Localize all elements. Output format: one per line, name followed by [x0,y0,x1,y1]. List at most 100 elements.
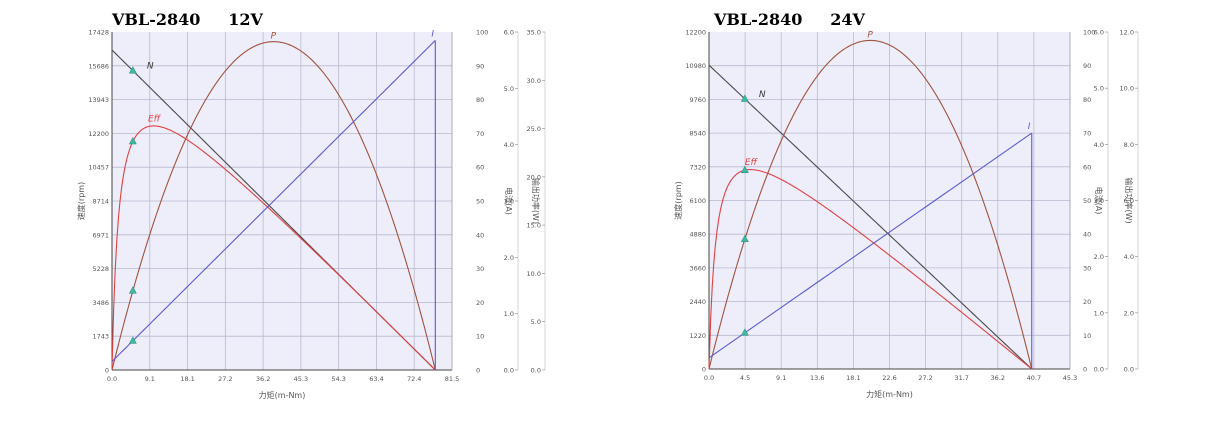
y-axis-title: 速度(rpm) [673,181,683,219]
x-tick-label: 13.6 [810,374,824,382]
secondary-axis-title: 电流(A) [1094,187,1104,215]
x-tick-label: 72.4 [407,375,421,383]
right-tick-label: 80 [476,96,484,104]
x-tick-label: 27.2 [918,374,932,382]
chart-title: VBL-2840 12V [112,10,263,29]
series-Eff-line [708,169,1033,370]
secondary-tick-label: 2.0 [1094,253,1104,261]
chart-title: VBL-2840 24V [714,10,865,29]
right-tick-label: 0 [476,367,480,375]
x-tick-label: 4.5 [740,374,750,382]
y-tick-label: 0 [702,366,706,374]
secondary-tick-label: 2.0 [1124,309,1134,317]
y-tick-label: 4880 [689,231,706,239]
series-Eff-label: Eff [745,158,759,168]
secondary-tick-label: 1.0 [1094,309,1104,317]
y-tick-label: 6971 [92,231,109,239]
y-tick-label: 2440 [689,298,706,306]
x-tick-label: 36.2 [256,375,270,383]
secondary-tick-label: 35.0 [527,29,541,37]
chart-panel-12v: VBL-2840 12V 0.0 9.1 18.1 27.2 36.2 45.3 54.3 6… [76,10,546,400]
right-tick-label: 100 [1083,29,1095,37]
secondary-tick-label: 0.0 [531,367,541,375]
right-tick-label: 40 [1083,231,1091,239]
y-axis-title: 速度(rpm) [76,182,86,220]
series-N-line [708,64,1033,370]
y-tick-label: 10980 [685,62,706,70]
right-tick-label: 90 [476,62,484,70]
secondary-tick-label: 5.0 [1094,85,1104,93]
right-tick-label: 100 [476,29,488,37]
y-tick-label: 1743 [92,333,109,341]
secondary-tick-label: 2.0 [504,254,514,262]
series-I-line [708,132,1033,359]
secondary-tick-label: 4.0 [504,141,514,149]
secondary-tick-label: 4.0 [1124,253,1134,261]
right-tick-label: 70 [1083,130,1091,138]
x-tick-label: 22.6 [882,374,896,382]
secondary-tick-label: 8.0 [1124,141,1134,149]
secondary-tick-label: 3.0 [504,198,514,206]
y-tick-label: 7320 [689,163,706,171]
right-tick-label: 50 [476,198,484,206]
marker-N [128,66,137,74]
secondary-tick-label: 0.0 [1124,366,1134,374]
series-P-label: P [867,30,873,40]
x-tick-label: 45.3 [1063,374,1077,382]
series-P-line [111,41,436,371]
secondary-axis-title: 输出功率(W) [1124,177,1134,223]
right-tick-label: 30 [476,265,484,273]
right-tick-label: 0 [1083,366,1087,374]
series-Eff-line [111,125,436,371]
x-tick-label: 54.3 [331,375,345,383]
right-tick-label: 10 [1083,332,1091,340]
secondary-tick-label: 10.0 [1120,85,1134,93]
x-tick-label: 31.7 [954,374,968,382]
x-tick-label: 9.1 [776,374,786,382]
x-tick-label: 81.5 [445,375,459,383]
secondary-tick-label: 15.0 [527,222,541,230]
right-tick-label: 90 [1083,62,1091,70]
y-tick-label: 12200 [685,29,706,37]
right-tick-label: 20 [1083,298,1091,306]
secondary-tick-label: 0.0 [504,367,514,375]
series-Eff-label: Eff [148,115,162,125]
series-N-label: N [759,90,766,100]
y-tick-label: 0 [105,367,109,375]
secondary-tick-label: 3.0 [1094,197,1104,205]
x-tick-label: 45.3 [294,375,308,383]
marker-P [128,286,137,294]
y-tick-label: 5228 [92,265,109,273]
right-tick-label: 60 [476,164,484,172]
chart-24v-svg: 0.0 4.5 9.1 13.6 18.1 22.6 27.2 31.7 36.2 40.7 45.… [673,29,1139,399]
marker-Eff [740,165,749,174]
y-tick-label: 13943 [88,96,109,104]
marker-I [740,328,749,336]
y-tick-label: 8540 [689,130,706,138]
secondary-tick-label: 12.0 [1120,29,1134,37]
right-tick-label: 80 [1083,96,1091,104]
secondary-tick-label: 6.0 [1094,29,1104,37]
series-P-label: P [271,32,277,42]
secondary-tick-label: 6.0 [1124,197,1134,205]
y-tick-label: 6100 [689,197,706,205]
secondary-axis-title: 电流(A) [504,187,514,215]
y-tick-label: 1220 [689,332,706,340]
secondary-tick-label: 20.0 [527,173,541,181]
y-tick-label: 9760 [689,96,706,104]
y-tick-label: 17428 [88,29,109,37]
marker-Eff [128,136,137,145]
secondary-tick-label: 10.0 [527,270,541,278]
y-tick-label: 10457 [88,164,109,172]
x-tick-label: 0.0 [107,375,117,383]
right-tick-label: 30 [1083,264,1091,272]
y-tick-label: 15686 [88,62,109,70]
y-tick-label: 12200 [88,130,109,138]
marker-I [128,336,137,344]
secondary-tick-label: 6.0 [504,29,514,37]
x-tick-label: 18.1 [180,375,194,383]
x-tick-label: 36.2 [991,374,1005,382]
series-I-label: I [1028,122,1031,132]
marker-P [740,234,749,243]
y-tick-label: 3486 [92,299,109,307]
